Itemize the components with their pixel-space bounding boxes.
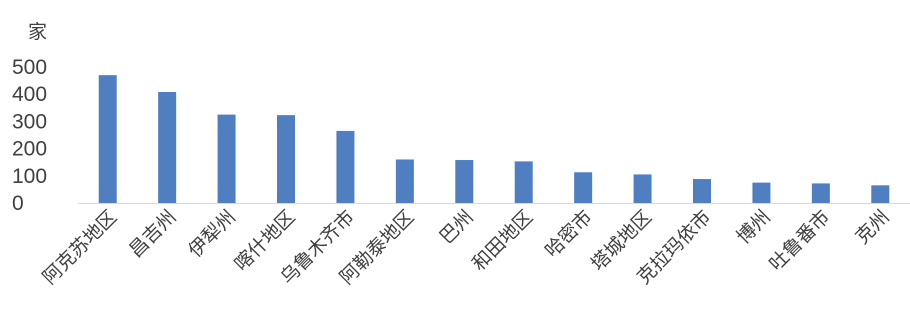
- y-tick-label: 200: [12, 138, 47, 161]
- bar: [455, 160, 474, 203]
- bar: [811, 183, 830, 203]
- x-tick-label: 阿克苏地区: [39, 206, 122, 289]
- y-tick-label: 100: [12, 165, 47, 188]
- y-tick-label: 300: [12, 110, 47, 133]
- y-tick-label: 400: [12, 83, 47, 106]
- bar: [98, 75, 117, 203]
- bar: [871, 185, 890, 203]
- x-tick-label: 和田地区: [468, 206, 537, 275]
- y-tick-label: 500: [12, 56, 47, 79]
- y-axis-ticks: 0 100 200 300 400 500: [12, 56, 47, 215]
- bar: [395, 159, 414, 203]
- bar: [217, 114, 236, 203]
- x-tick-label: 昌吉州: [125, 206, 181, 262]
- bar: [574, 172, 593, 203]
- y-tick-label: 0: [12, 192, 24, 215]
- x-tick-label: 博州: [733, 206, 775, 248]
- bar: [693, 179, 711, 203]
- bar: [633, 174, 652, 203]
- bar: [336, 130, 355, 203]
- x-tick-label: 巴州: [435, 206, 477, 248]
- bar: [514, 161, 533, 203]
- bar: [277, 115, 295, 203]
- bar: [752, 182, 771, 203]
- y-unit-label: 家: [28, 21, 47, 43]
- x-tick-label: 哈密市: [541, 206, 597, 262]
- x-tick-label: 伊犁州: [184, 206, 240, 262]
- x-tick-label: 克州: [851, 206, 893, 248]
- bar: [158, 92, 177, 203]
- bars: [98, 75, 890, 203]
- x-tick-label: 吐鲁番市: [765, 206, 834, 275]
